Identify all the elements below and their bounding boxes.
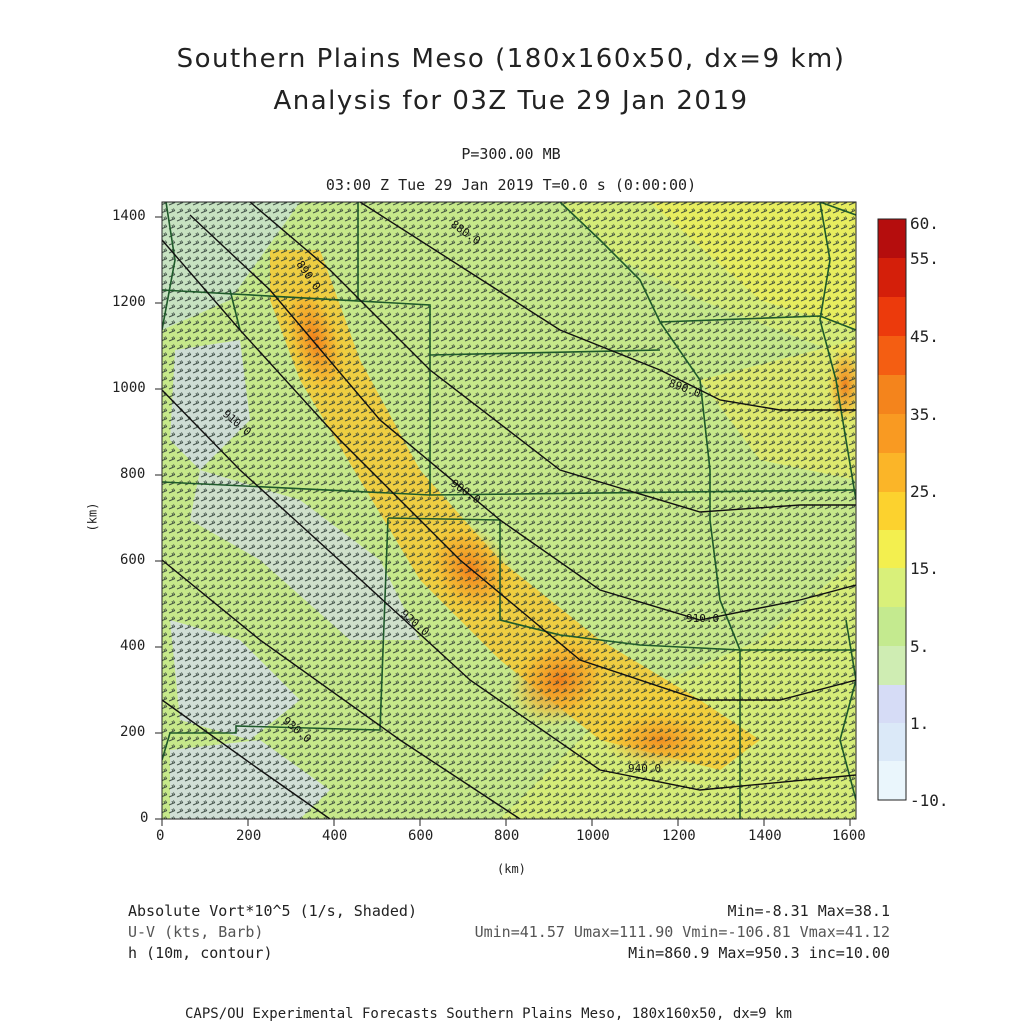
credit-line: CAPS/OU Experimental Forecasts Southern … <box>185 1006 792 1022</box>
y-tick-label: 0 <box>140 810 149 826</box>
contour-label: 940.0 <box>628 762 661 775</box>
y-axis-label: (km) <box>85 502 100 532</box>
colorbar-label: 60. <box>910 214 939 233</box>
y-tick-label: 200 <box>120 724 146 740</box>
plot-frame <box>161 201 857 820</box>
y-tick-label: 1400 <box>112 208 146 224</box>
pressure-level-label: P=300.00 MB <box>461 145 561 163</box>
chart-title-line2: Analysis for 03Z Tue 29 Jan 2019 <box>273 86 749 116</box>
x-tick-label: 1400 <box>748 828 782 844</box>
state-borders <box>162 202 856 819</box>
x-tick-label: 800 <box>494 828 520 844</box>
colorbar-label: 5. <box>910 637 930 656</box>
vorticity-shading <box>162 202 856 819</box>
height-contours <box>162 202 856 819</box>
colorbar-label: 45. <box>910 327 939 346</box>
field1-name: Absolute Vort*10^5 (1/s, Shaded) <box>128 902 417 920</box>
contour-label: 910.0 <box>686 612 719 625</box>
y-tick-label: 1200 <box>112 294 146 310</box>
field2-name: U-V (kts, Barb) <box>128 923 264 941</box>
y-tick-label: 800 <box>120 466 146 482</box>
colorbar-label: 25. <box>910 482 939 501</box>
x-tick-label: 1000 <box>576 828 610 844</box>
colorbar-label: 15. <box>910 559 939 578</box>
x-tick-label: 600 <box>408 828 434 844</box>
x-tick-label: 1200 <box>662 828 696 844</box>
field2-stats: Umin=41.57 Umax=111.90 Vmin=-106.81 Vmax… <box>474 923 890 941</box>
chart-title-line1: Southern Plains Meso (180x160x50, dx=9 k… <box>176 44 846 74</box>
colorbar-label: 55. <box>910 249 939 268</box>
x-tick-label: 1600 <box>832 828 866 844</box>
x-axis-label: (km) <box>497 862 526 876</box>
field3-stats: Min=860.9 Max=950.3 inc=10.00 <box>628 944 890 962</box>
field3-name: h (10m, contour) <box>128 944 273 962</box>
axis-ticks <box>155 216 851 826</box>
x-tick-label: 200 <box>236 828 262 844</box>
colorbar-label: 1. <box>910 714 930 733</box>
x-tick-label: 0 <box>156 828 165 844</box>
valid-time-label: 03:00 Z Tue 29 Jan 2019 T=0.0 s (0:00:00… <box>325 176 697 194</box>
x-tick-label: 400 <box>322 828 348 844</box>
y-tick-label: 400 <box>120 638 146 654</box>
y-tick-label: 1000 <box>112 380 146 396</box>
colorbar <box>877 218 907 801</box>
colorbar-label: 35. <box>910 405 939 424</box>
field1-stats: Min=-8.31 Max=38.1 <box>727 902 890 920</box>
y-tick-label: 600 <box>120 552 146 568</box>
colorbar-label: -10. <box>910 791 949 810</box>
